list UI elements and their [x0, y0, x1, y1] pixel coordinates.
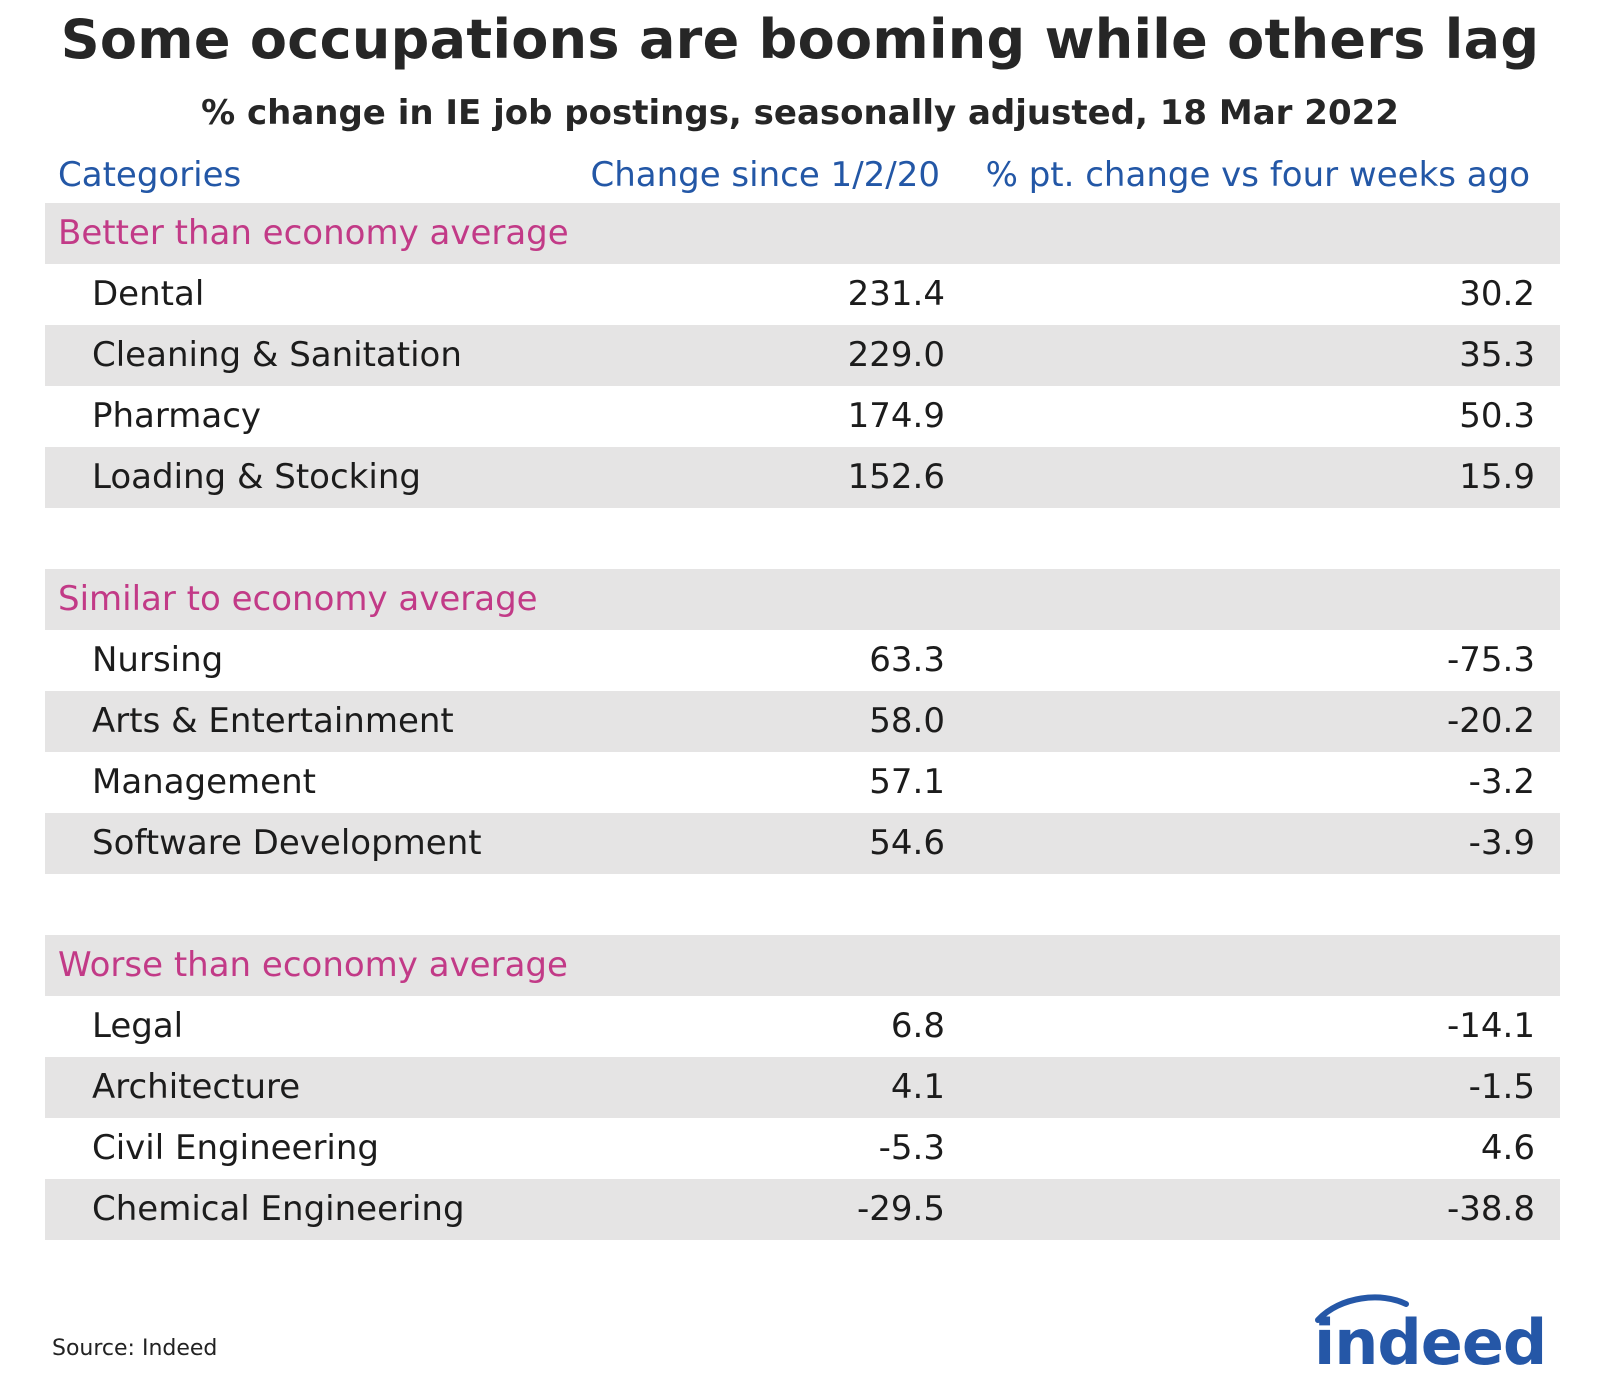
logo-arc-icon — [1315, 1294, 1409, 1323]
column-header-pt-change: % pt. change vs four weeks ago — [985, 155, 1530, 195]
row-change-since: 63.3 — [869, 640, 945, 680]
group-header-label: Similar to economy average — [58, 579, 538, 619]
row-change-since: 57.1 — [869, 762, 945, 802]
table-row: Cleaning & Sanitation 229.0 35.3 — [45, 325, 1560, 386]
row-pt-change: -3.2 — [1468, 762, 1535, 802]
row-label: Civil Engineering — [92, 1128, 380, 1168]
row-label: Loading & Stocking — [92, 457, 421, 497]
indeed-logo: indeed — [1314, 1294, 1547, 1370]
table-row: Pharmacy 174.9 50.3 — [45, 386, 1560, 447]
row-change-since: -5.3 — [878, 1128, 945, 1168]
group-header-label: Better than economy average — [58, 213, 569, 253]
row-change-since: 229.0 — [847, 335, 945, 375]
row-pt-change: -38.8 — [1447, 1189, 1535, 1229]
group-header-better: Better than economy average — [45, 203, 1560, 264]
row-pt-change: -1.5 — [1468, 1067, 1535, 1107]
table-row: Arts & Entertainment 58.0 -20.2 — [45, 691, 1560, 752]
table-row: Loading & Stocking 152.6 15.9 — [45, 447, 1560, 508]
row-change-since: -29.5 — [857, 1189, 945, 1229]
row-change-since: 231.4 — [847, 274, 945, 314]
row-pt-change: -20.2 — [1447, 701, 1535, 741]
group-header-worse: Worse than economy average — [45, 935, 1560, 996]
table-row: Architecture 4.1 -1.5 — [45, 1057, 1560, 1118]
row-pt-change: 4.6 — [1480, 1128, 1535, 1168]
row-change-since: 58.0 — [869, 701, 945, 741]
row-label: Pharmacy — [92, 396, 262, 436]
row-label: Legal — [92, 1006, 184, 1046]
row-label: Software Development — [92, 823, 482, 863]
data-table: Better than economy average Dental 231.4… — [45, 203, 1560, 1240]
row-label: Chemical Engineering — [92, 1189, 465, 1229]
row-label: Dental — [92, 274, 205, 314]
group-header-label: Worse than economy average — [58, 945, 568, 985]
table-row: Legal 6.8 -14.1 — [45, 996, 1560, 1057]
row-label: Arts & Entertainment — [92, 701, 454, 741]
row-pt-change: 30.2 — [1459, 274, 1535, 314]
row-pt-change: -14.1 — [1447, 1006, 1535, 1046]
row-pt-change: -75.3 — [1447, 640, 1535, 680]
row-change-since: 54.6 — [869, 823, 945, 863]
row-change-since: 6.8 — [890, 1006, 945, 1046]
row-pt-change: 15.9 — [1459, 457, 1535, 497]
logo-wordmark: indeed — [1314, 1306, 1546, 1370]
table-row: Dental 231.4 30.2 — [45, 264, 1560, 325]
group-header-similar: Similar to economy average — [45, 569, 1560, 630]
row-pt-change: 35.3 — [1459, 335, 1535, 375]
table-row: Nursing 63.3 -75.3 — [45, 630, 1560, 691]
table-row: Chemical Engineering -29.5 -38.8 — [45, 1179, 1560, 1240]
row-pt-change: 50.3 — [1459, 396, 1535, 436]
group-spacer — [45, 508, 1560, 569]
row-change-since: 152.6 — [847, 457, 945, 497]
group-spacer — [45, 874, 1560, 935]
column-header-change-since: Change since 1/2/20 — [590, 155, 940, 195]
table-row: Management 57.1 -3.2 — [45, 752, 1560, 813]
table-row: Civil Engineering -5.3 4.6 — [45, 1118, 1560, 1179]
row-change-since: 4.1 — [890, 1067, 945, 1107]
row-pt-change: -3.9 — [1468, 823, 1535, 863]
row-label: Cleaning & Sanitation — [92, 335, 462, 375]
row-label: Nursing — [92, 640, 224, 680]
table-row: Software Development 54.6 -3.9 — [45, 813, 1560, 874]
row-label: Management — [92, 762, 316, 802]
chart-subtitle: % change in IE job postings, seasonally … — [201, 93, 1399, 133]
row-change-since: 174.9 — [847, 396, 945, 436]
row-label: Architecture — [92, 1067, 301, 1107]
source-note: Source: Indeed — [52, 1336, 218, 1361]
column-header-categories: Categories — [58, 155, 242, 195]
chart-title: Some occupations are booming while other… — [60, 8, 1540, 71]
